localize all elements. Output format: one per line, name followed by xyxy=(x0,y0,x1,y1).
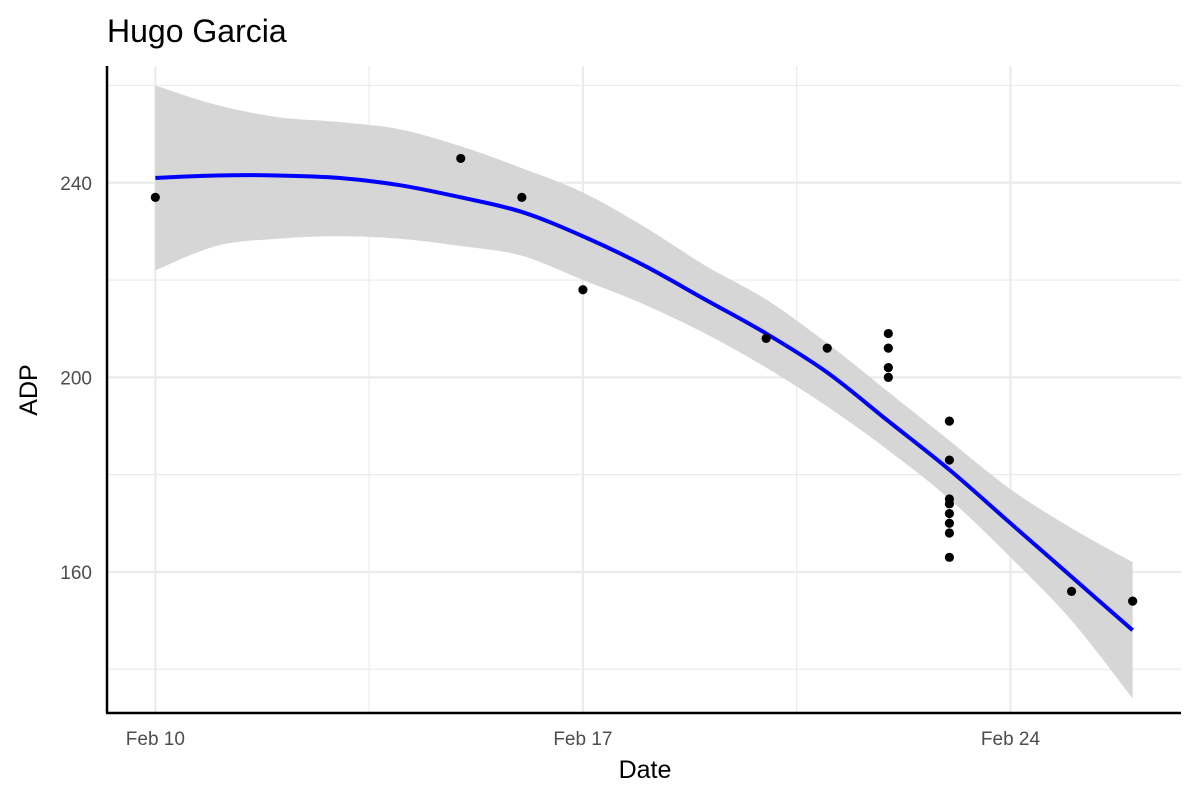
x-tick-label: Feb 24 xyxy=(981,729,1041,750)
data-point xyxy=(944,499,955,509)
data-point xyxy=(883,363,893,373)
data-point xyxy=(944,508,955,519)
data-point xyxy=(883,372,893,382)
data-point xyxy=(761,333,771,344)
y-axis-title: ADP xyxy=(15,364,43,415)
data-point xyxy=(456,153,466,164)
y-tick-labels: 160 200 240 xyxy=(60,174,92,584)
chart-title: Hugo Garcia xyxy=(107,13,287,49)
fit-line xyxy=(155,173,1134,632)
data-point xyxy=(944,518,955,528)
y-tick-label: 160 xyxy=(60,563,92,584)
x-tick-label: Feb 17 xyxy=(553,729,612,750)
data-point xyxy=(578,285,588,295)
data-point xyxy=(883,343,893,353)
data-point xyxy=(1128,596,1138,606)
data-points xyxy=(150,153,1138,606)
data-point xyxy=(944,455,955,465)
x-axis-title: Date xyxy=(619,756,672,784)
data-point xyxy=(517,192,527,202)
data-point xyxy=(944,416,955,426)
data-point xyxy=(883,328,893,339)
data-point xyxy=(150,192,160,202)
data-point xyxy=(944,528,955,538)
confidence-band xyxy=(155,85,1133,699)
y-tick-label: 240 xyxy=(60,174,92,195)
data-point xyxy=(1066,586,1077,596)
x-tick-label: Feb 10 xyxy=(126,729,185,750)
y-tick-label: 200 xyxy=(60,368,92,389)
x-tick-labels: Feb 10 Feb 17 Feb 24 xyxy=(126,729,1041,750)
data-point xyxy=(822,343,832,353)
data-point xyxy=(944,552,955,562)
